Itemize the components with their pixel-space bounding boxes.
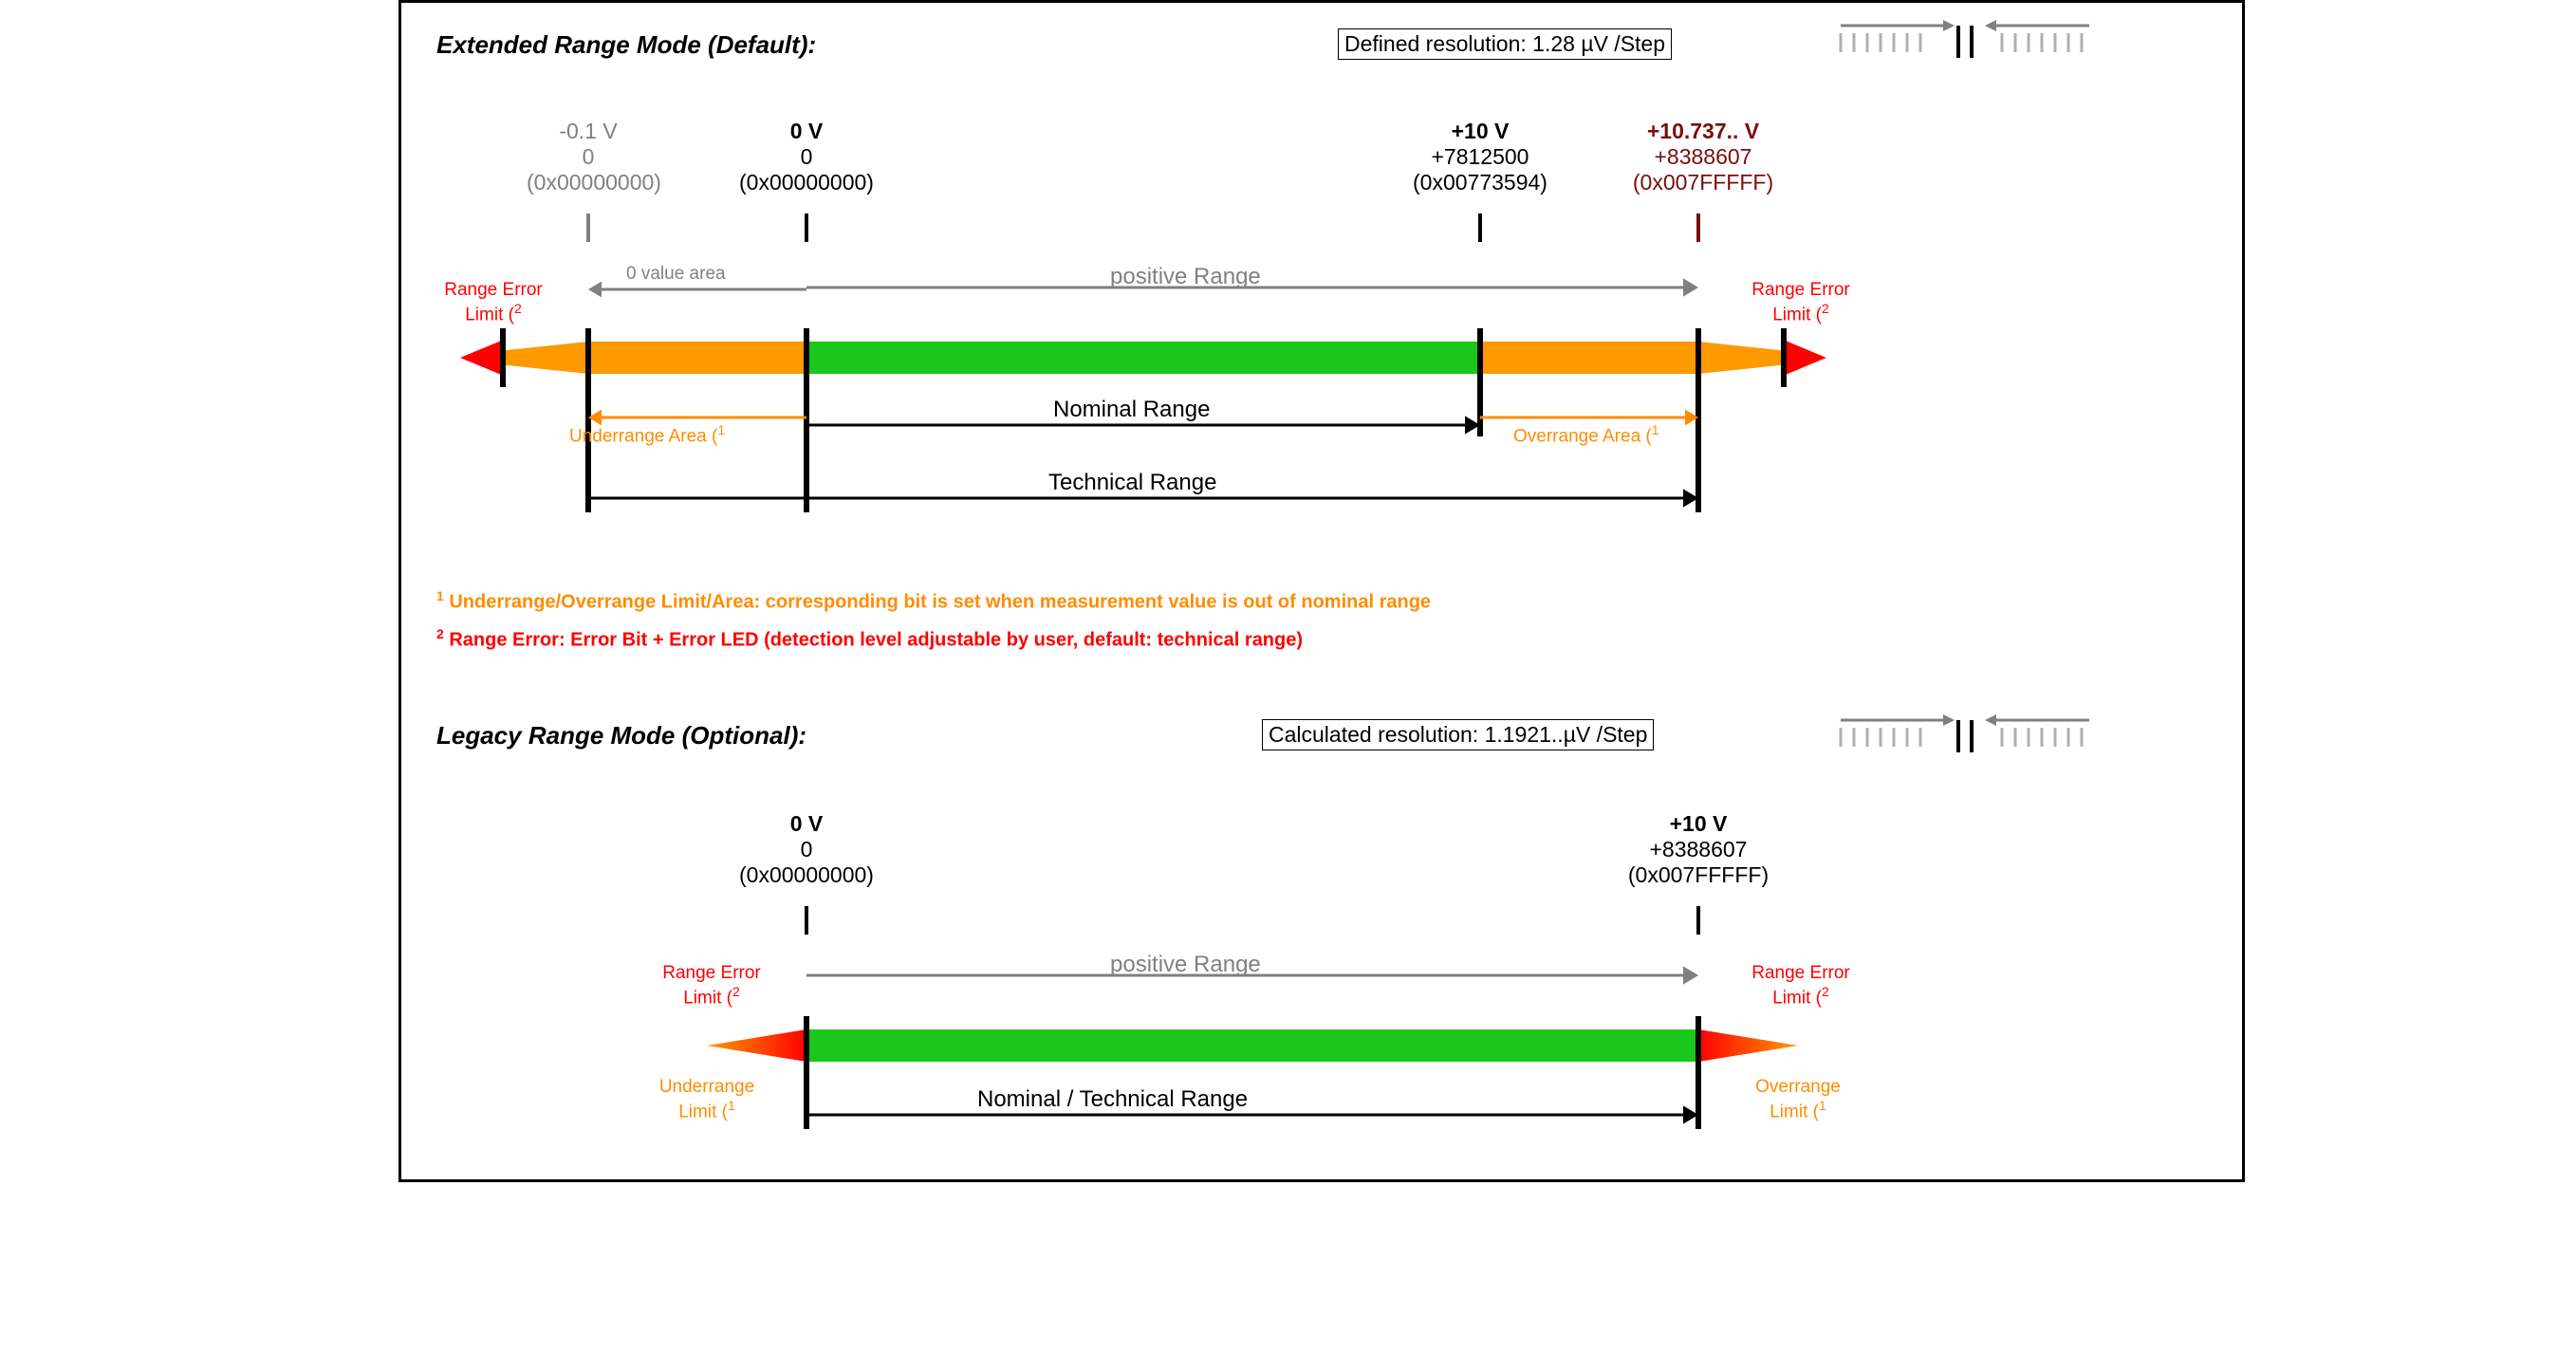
leg-positive-range-label: positive Range [1110,952,1261,978]
leg-nominal-label: Nominal / Technical Range [977,1086,1248,1113]
legacy-bar-svg [0,0,2576,1371]
